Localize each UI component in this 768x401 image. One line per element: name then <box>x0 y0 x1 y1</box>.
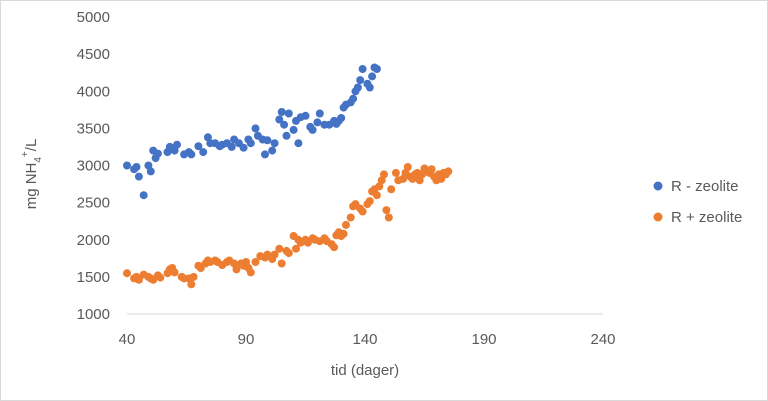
data-point-r-plus-zeolite <box>380 170 388 179</box>
y-tick-label: 5000 <box>77 9 110 26</box>
data-point-r-minus-zeolite <box>353 83 362 92</box>
data-point-r-plus-zeolite <box>270 250 279 259</box>
y-axis-title-tail: /L <box>23 139 40 152</box>
y-axis-title: mg NH4+/L <box>20 139 44 210</box>
data-point-r-plus-zeolite <box>346 213 355 222</box>
data-point-r-minus-zeolite <box>146 167 155 176</box>
data-point-r-minus-zeolite <box>280 120 289 129</box>
y-tick-label: 4500 <box>77 46 110 63</box>
data-point-r-minus-zeolite <box>132 163 141 171</box>
data-point-r-plus-zeolite <box>382 206 391 215</box>
data-point-r-minus-zeolite <box>153 149 162 158</box>
data-point-r-plus-zeolite <box>275 244 284 253</box>
data-point-r-minus-zeolite <box>139 191 148 200</box>
data-point-r-plus-zeolite <box>284 249 293 258</box>
data-point-r-minus-zeolite <box>263 136 272 145</box>
y-tick-label: 3500 <box>77 120 110 137</box>
data-point-r-minus-zeolite <box>199 148 208 157</box>
data-point-r-minus-zeolite <box>134 172 143 181</box>
data-point-r-minus-zeolite <box>365 83 374 92</box>
y-tick-label: 2500 <box>77 195 110 212</box>
data-point-r-plus-zeolite <box>444 167 453 176</box>
data-point-r-minus-zeolite <box>315 109 324 118</box>
data-point-r-minus-zeolite <box>372 65 381 73</box>
data-point-r-minus-zeolite <box>282 131 291 140</box>
data-point-r-minus-zeolite <box>268 146 277 155</box>
data-point-r-minus-zeolite <box>356 76 365 85</box>
data-point-r-plus-zeolite <box>403 163 412 171</box>
y-tick-label: 3000 <box>77 158 110 175</box>
data-point-r-minus-zeolite <box>337 114 346 122</box>
data-point-r-minus-zeolite <box>194 142 203 151</box>
data-point-r-minus-zeolite <box>284 109 293 118</box>
data-point-r-plus-zeolite <box>246 268 255 277</box>
x-tick-label: 90 <box>238 331 255 348</box>
data-point-r-minus-zeolite <box>277 108 286 116</box>
legend-label-r-plus-zeolite: R + zeolite <box>671 209 742 226</box>
data-point-r-minus-zeolite <box>313 118 322 127</box>
data-point-r-minus-zeolite <box>239 143 248 152</box>
data-point-r-minus-zeolite <box>301 111 310 120</box>
y-tick-label: 1000 <box>77 306 110 323</box>
data-point-r-plus-zeolite <box>251 258 260 266</box>
y-axis-title-base: mg NH <box>23 163 40 210</box>
y-tick-label: 1500 <box>77 269 110 286</box>
legend: R - zeolite R + zeolite <box>653 178 742 226</box>
data-point-r-plus-zeolite <box>339 229 348 238</box>
data-points <box>123 63 453 289</box>
legend-marker-r-plus-zeolite <box>653 212 663 222</box>
data-point-r-plus-zeolite <box>187 280 196 289</box>
data-point-r-plus-zeolite <box>156 273 165 282</box>
data-point-r-plus-zeolite <box>134 275 143 284</box>
x-axis-ticks: 40 90 140 190 240 <box>119 331 616 348</box>
data-point-r-plus-zeolite <box>330 243 339 252</box>
data-point-r-minus-zeolite <box>275 115 284 124</box>
data-point-r-minus-zeolite <box>251 124 260 133</box>
data-point-r-plus-zeolite <box>232 265 241 274</box>
data-point-r-plus-zeolite <box>387 185 396 194</box>
data-point-r-minus-zeolite <box>246 139 255 148</box>
legend-marker-r-minus-zeolite <box>653 181 663 191</box>
data-point-r-plus-zeolite <box>242 258 250 266</box>
data-point-r-plus-zeolite <box>372 191 381 200</box>
data-point-r-minus-zeolite <box>368 72 377 81</box>
data-point-r-plus-zeolite <box>277 259 286 268</box>
y-tick-label: 2000 <box>77 232 110 249</box>
data-point-r-minus-zeolite <box>123 161 131 170</box>
data-point-r-plus-zeolite <box>375 182 384 191</box>
data-point-r-minus-zeolite <box>270 139 279 148</box>
data-point-r-plus-zeolite <box>358 207 367 216</box>
data-point-r-minus-zeolite <box>349 94 358 103</box>
y-axis-ticks: 1000 1500 2000 2500 3000 3500 4000 4500 5000 <box>77 9 110 323</box>
data-point-r-plus-zeolite <box>399 174 408 183</box>
data-point-r-plus-zeolite <box>365 197 374 206</box>
data-point-r-plus-zeolite <box>342 220 350 229</box>
data-point-r-plus-zeolite <box>384 213 393 222</box>
data-point-r-plus-zeolite <box>170 268 179 277</box>
data-point-r-minus-zeolite <box>187 150 196 159</box>
legend-label-r-minus-zeolite: R - zeolite <box>671 178 739 195</box>
y-tick-label: 4000 <box>77 83 110 100</box>
data-point-r-plus-zeolite <box>189 272 198 281</box>
y-axis-title-sup: + <box>20 151 31 157</box>
data-point-r-minus-zeolite <box>227 142 236 151</box>
x-axis-title: tid (dager) <box>331 362 399 379</box>
data-point-r-minus-zeolite <box>261 150 269 159</box>
data-point-r-plus-zeolite <box>123 269 131 278</box>
data-point-r-plus-zeolite <box>391 168 400 177</box>
data-point-r-plus-zeolite <box>292 244 300 253</box>
data-point-r-minus-zeolite <box>173 140 181 149</box>
data-point-r-plus-zeolite <box>427 165 436 174</box>
data-point-r-minus-zeolite <box>289 125 298 134</box>
data-point-r-minus-zeolite <box>294 139 303 148</box>
x-tick-label: 240 <box>590 331 615 348</box>
x-tick-label: 40 <box>119 331 136 348</box>
x-tick-label: 190 <box>471 331 496 348</box>
y-axis-title-sub: 4 <box>33 157 44 163</box>
data-point-r-minus-zeolite <box>358 65 367 73</box>
x-tick-label: 140 <box>352 331 377 348</box>
data-point-r-minus-zeolite <box>308 125 317 134</box>
